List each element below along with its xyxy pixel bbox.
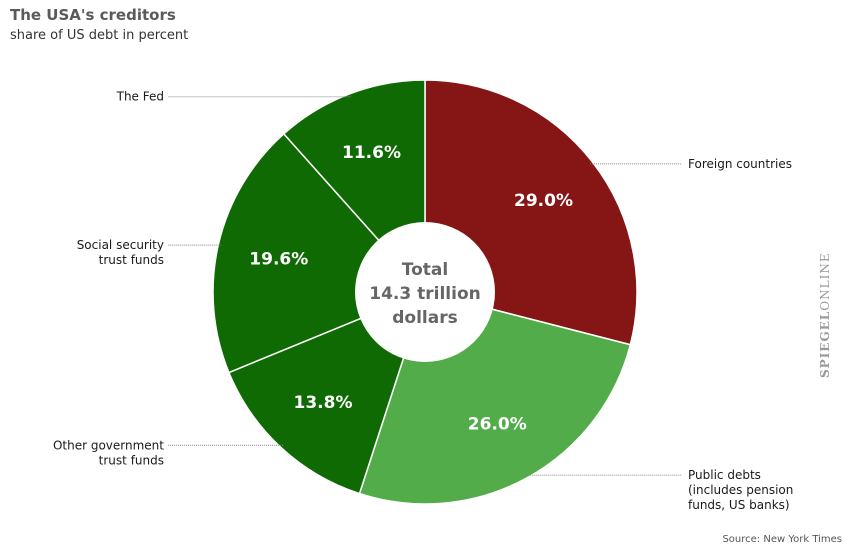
source-note: Source: New York Times (722, 534, 842, 545)
pct-label-the-fed: 11.6% (342, 143, 401, 163)
center-total-label: Total 14.3 trillion dollars (369, 260, 480, 328)
slice-labels: 29.0% Foreign countries 26.0% Public debts(… (53, 90, 793, 512)
pct-label-social-security-trust-funds: 19.6% (249, 249, 308, 269)
category-label-other-government-trust-funds: Other government trust funds (53, 438, 164, 467)
category-label-public-debts-includes-pension-funds-us-banks: Public debts (includes pension funds, US b… (688, 468, 793, 512)
pct-label-foreign-countries: 29.0% (514, 191, 573, 211)
watermark-bold: SPIEGEL (818, 310, 832, 378)
watermark-rest: ONLINE (818, 252, 832, 311)
spiegel-online-watermark: SPIEGELONLINE (818, 252, 832, 378)
donut-hole (355, 222, 495, 362)
category-label-social-security-trust-funds: Social security trust funds (77, 238, 164, 267)
chart-title: The USA's creditors (10, 6, 176, 24)
category-label-foreign-countries: Foreign countries (688, 157, 792, 171)
category-label-the-fed: The Fed (116, 90, 164, 104)
chart-subtitle: share of US debt in percent (10, 28, 189, 43)
pct-label-public-debts-includes-pension-funds-us-banks: 26.0% (468, 414, 527, 434)
slice-other-government-trust-funds (227, 290, 427, 495)
pct-label-other-government-trust-funds: 13.8% (294, 393, 353, 413)
